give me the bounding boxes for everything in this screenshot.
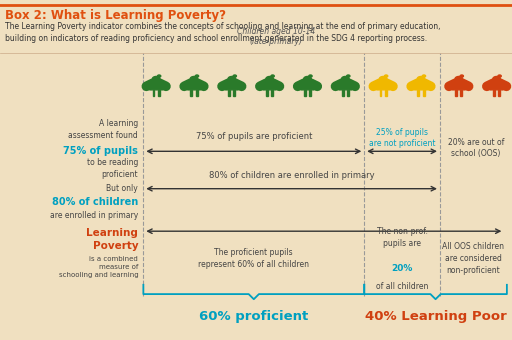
Polygon shape	[414, 82, 428, 90]
Text: 60% proficient: 60% proficient	[199, 310, 308, 323]
Polygon shape	[304, 90, 306, 96]
Polygon shape	[385, 90, 387, 96]
Circle shape	[266, 76, 273, 82]
Polygon shape	[460, 90, 462, 96]
Circle shape	[190, 76, 198, 82]
Circle shape	[304, 76, 311, 82]
Polygon shape	[263, 82, 276, 90]
Text: 20% are out of
school (OOS): 20% are out of school (OOS)	[448, 138, 504, 158]
Polygon shape	[493, 90, 495, 96]
Text: Children aged 10-14
(late-primary): Children aged 10-14 (late-primary)	[237, 27, 315, 46]
Polygon shape	[228, 90, 230, 96]
Polygon shape	[271, 90, 273, 96]
Circle shape	[233, 75, 237, 77]
Text: are enrolled in primary: are enrolled in primary	[50, 211, 138, 220]
Text: All OOS children
are considered
non-proficient: All OOS children are considered non-prof…	[442, 242, 504, 275]
Circle shape	[460, 75, 463, 77]
Polygon shape	[301, 82, 314, 90]
Polygon shape	[187, 82, 201, 90]
Text: Box 2: What is Learning Poverty?: Box 2: What is Learning Poverty?	[5, 8, 226, 21]
Polygon shape	[158, 90, 160, 96]
Text: 20%: 20%	[391, 264, 413, 273]
Circle shape	[195, 75, 199, 77]
Circle shape	[347, 75, 350, 77]
Circle shape	[385, 75, 388, 77]
Circle shape	[152, 76, 160, 82]
Polygon shape	[225, 82, 239, 90]
Text: 25% of pupils
are not proficient: 25% of pupils are not proficient	[369, 129, 435, 148]
Circle shape	[417, 76, 425, 82]
Circle shape	[455, 76, 463, 82]
Text: is a combined
measure of
schooling and learning: is a combined measure of schooling and l…	[58, 256, 138, 278]
Polygon shape	[153, 90, 155, 96]
Polygon shape	[339, 82, 352, 90]
Circle shape	[493, 76, 501, 82]
Polygon shape	[417, 90, 419, 96]
Circle shape	[342, 76, 349, 82]
Text: 80% of children are enrolled in primary: 80% of children are enrolled in primary	[209, 171, 374, 180]
Text: The non-prof.
pupils are: The non-prof. pupils are	[377, 227, 428, 248]
Text: 80% of children: 80% of children	[52, 197, 138, 207]
Circle shape	[271, 75, 274, 77]
Circle shape	[379, 76, 387, 82]
Circle shape	[158, 75, 161, 77]
Polygon shape	[309, 90, 311, 96]
Polygon shape	[422, 90, 424, 96]
Polygon shape	[379, 90, 381, 96]
Text: of all children: of all children	[376, 282, 428, 291]
Polygon shape	[498, 90, 500, 96]
Polygon shape	[377, 82, 390, 90]
Text: The proficient pupils
represent 60% of all children: The proficient pupils represent 60% of a…	[198, 248, 309, 269]
Circle shape	[498, 75, 501, 77]
Polygon shape	[347, 90, 349, 96]
Polygon shape	[196, 90, 198, 96]
Polygon shape	[233, 90, 236, 96]
Polygon shape	[455, 90, 457, 96]
Text: 75% of pupils are proficient: 75% of pupils are proficient	[196, 132, 312, 141]
Text: But only: But only	[106, 184, 138, 193]
Circle shape	[309, 75, 312, 77]
Polygon shape	[342, 90, 344, 96]
Polygon shape	[190, 90, 193, 96]
Polygon shape	[452, 82, 465, 90]
Text: 75% of pupils: 75% of pupils	[63, 146, 138, 156]
Text: Learning
Poverty: Learning Poverty	[87, 228, 138, 251]
Text: 40% Learning Poor: 40% Learning Poor	[365, 310, 506, 323]
Text: A learning
assessment found: A learning assessment found	[69, 119, 138, 140]
Polygon shape	[266, 90, 268, 96]
Polygon shape	[490, 82, 503, 90]
Circle shape	[228, 76, 236, 82]
Text: The Learning Poverty indicator combines the concepts of schooling and learning a: The Learning Poverty indicator combines …	[5, 22, 441, 43]
Circle shape	[422, 75, 425, 77]
Text: to be reading
proficient: to be reading proficient	[87, 158, 138, 179]
Polygon shape	[150, 82, 163, 90]
